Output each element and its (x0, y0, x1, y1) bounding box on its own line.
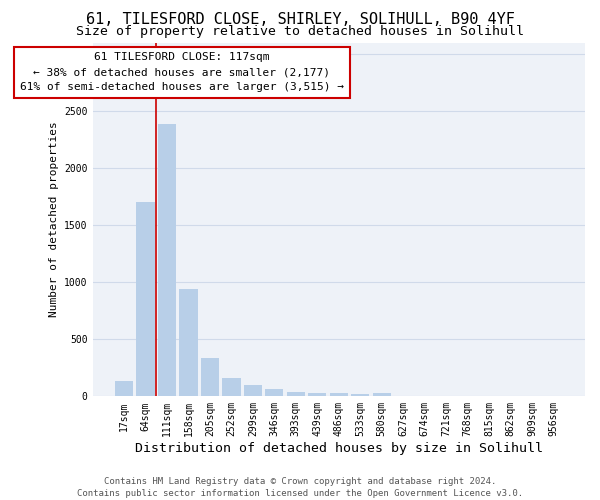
Bar (201, 358, 219, 397)
Bar (244, 385, 262, 396)
Text: Contains HM Land Registry data © Crown copyright and database right 2024.
Contai: Contains HM Land Registry data © Crown c… (77, 476, 523, 498)
Text: Size of property relative to detached houses in Solihull: Size of property relative to detached ho… (76, 25, 524, 38)
Bar (308, 393, 326, 396)
Bar (329, 394, 348, 396)
Text: 61 TILESFORD CLOSE: 117sqm
← 38% of detached houses are smaller (2,177)
61% of s: 61 TILESFORD CLOSE: 117sqm ← 38% of deta… (20, 52, 344, 92)
Bar (136, 202, 155, 396)
Bar (158, 124, 176, 396)
Bar (351, 394, 370, 396)
Bar (179, 289, 197, 397)
Bar (222, 378, 241, 396)
Bar (265, 390, 283, 396)
Y-axis label: Number of detached properties: Number of detached properties (49, 122, 59, 318)
Bar (373, 394, 391, 396)
X-axis label: Distribution of detached houses by size in Solihull: Distribution of detached houses by size … (135, 442, 543, 455)
Text: 61, TILESFORD CLOSE, SHIRLEY, SOLIHULL, B90 4YF: 61, TILESFORD CLOSE, SHIRLEY, SOLIHULL, … (86, 12, 514, 28)
Bar (287, 392, 305, 396)
Bar (115, 382, 133, 396)
